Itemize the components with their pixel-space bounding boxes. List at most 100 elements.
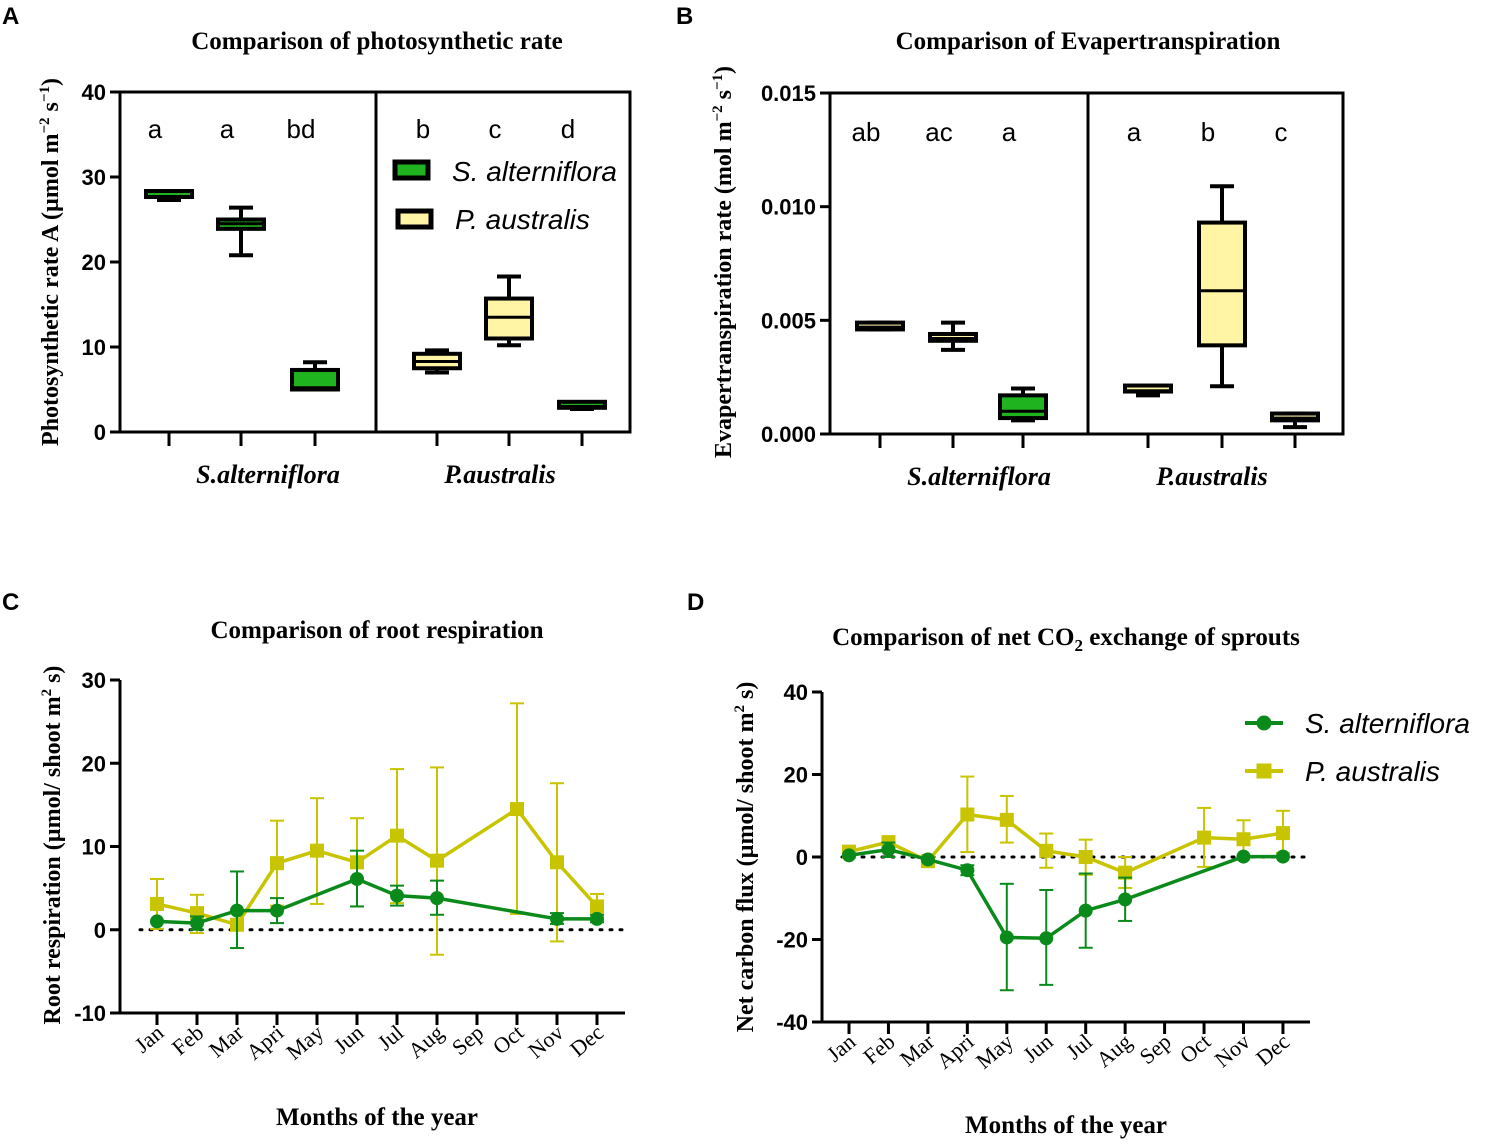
x-tick-label-d: Dec xyxy=(1251,1029,1294,1071)
panel-label-c: C xyxy=(2,589,19,616)
legend-label-s-alterniflora-d: S. alterniflora xyxy=(1305,708,1470,739)
panel-label-a: A xyxy=(2,3,19,30)
y-tick-label-b: 0.015 xyxy=(761,81,816,106)
data-point xyxy=(430,853,444,868)
y-tick-label-d: -20 xyxy=(776,928,808,953)
panel-label-d: D xyxy=(687,589,704,616)
data-point xyxy=(920,852,935,867)
title-a: Comparison of photosynthetic rate xyxy=(191,28,563,55)
data-point xyxy=(842,848,856,863)
data-point xyxy=(390,828,404,843)
y-tick-label-c: -10 xyxy=(74,1001,106,1026)
y-tick-label-b: 0.000 xyxy=(761,422,816,447)
x-tick-label-d: Feb xyxy=(858,1029,899,1069)
panel-label-b: B xyxy=(676,3,693,30)
significance-letter-a: c xyxy=(489,114,502,144)
x-tick-label-c: Mar xyxy=(204,1019,249,1062)
data-point xyxy=(1275,826,1290,841)
group-label-b-1: S.alterniflora xyxy=(907,462,1051,491)
box-a-1 xyxy=(144,189,194,202)
box-a-4 xyxy=(412,348,462,375)
x-tick-label-c: Jan xyxy=(130,1020,169,1058)
series-line xyxy=(848,812,1284,875)
data-point xyxy=(960,807,975,822)
data-point xyxy=(999,930,1014,945)
y-tick-label-d: 20 xyxy=(784,763,808,788)
data-point xyxy=(999,812,1014,827)
legend-label-p-australis-d: P. australis xyxy=(1305,756,1440,787)
box-b-5 xyxy=(1197,184,1247,389)
x-tick-label-d: Jun xyxy=(1018,1029,1057,1068)
legend-marker-s-alterniflora xyxy=(1256,715,1272,731)
y-tick-label-d: 40 xyxy=(784,680,808,705)
data-point xyxy=(1078,850,1093,864)
y-tick-label-b: 0.010 xyxy=(761,195,816,220)
data-point xyxy=(270,856,284,871)
series-line xyxy=(156,806,599,927)
y-tick-label-c: 0 xyxy=(94,918,106,943)
y-tick-label-c: 30 xyxy=(82,668,106,693)
x-tick-label-d: Aug xyxy=(1091,1029,1136,1073)
data-point xyxy=(190,916,204,931)
data-point xyxy=(310,843,324,858)
data-point xyxy=(1118,865,1133,880)
title-c: Comparison of root respiration xyxy=(210,617,543,644)
data-point xyxy=(960,863,975,878)
x-tick-label-d: Sep xyxy=(1134,1029,1175,1069)
x-tick-label-d: Mar xyxy=(895,1028,940,1071)
box-a-5 xyxy=(484,274,534,348)
y-tick-label-c: 20 xyxy=(82,751,106,776)
significance-letter-a: a xyxy=(220,114,235,144)
y-tick-label-c: 10 xyxy=(82,835,106,860)
data-point xyxy=(1236,832,1251,847)
data-point xyxy=(881,842,896,857)
box-a-2 xyxy=(216,205,266,258)
legend-label-p-australis: P. australis xyxy=(455,204,590,235)
data-point xyxy=(550,911,564,926)
significance-letter-b: b xyxy=(1201,117,1215,147)
data-point xyxy=(1039,931,1054,946)
y-tick-label-a: 0 xyxy=(94,420,106,445)
box-b-6 xyxy=(1270,411,1320,430)
x-tick-label-d: Jul xyxy=(1061,1029,1097,1065)
y-tick-label-a: 20 xyxy=(82,250,106,275)
y-tick-label-b: 0.005 xyxy=(761,308,816,333)
data-point xyxy=(1236,849,1251,864)
significance-letter-b: a xyxy=(1002,117,1017,147)
box-body xyxy=(998,393,1048,421)
group-label-b-2: P.australis xyxy=(1155,462,1268,491)
x-tick-label-d: May xyxy=(971,1029,1018,1074)
x-tick-label-c: Dec xyxy=(565,1020,608,1062)
data-point xyxy=(230,903,244,918)
y-tick-label-d: 0 xyxy=(796,845,808,870)
x-tick-label-c: Nov xyxy=(523,1020,568,1064)
significance-letter-a: b xyxy=(416,114,430,144)
x-tick-label-c: May xyxy=(281,1020,328,1065)
significance-letter-b: ac xyxy=(925,117,952,147)
group-label-a-2: P.australis xyxy=(443,460,556,489)
x-tick-label-c: Apri xyxy=(241,1020,288,1065)
box-b-3 xyxy=(998,386,1048,423)
legend-swatch-p-australis xyxy=(395,208,434,230)
data-point xyxy=(1118,892,1133,907)
ylabel-d: Net carbon flux (µmol/ shoot m2 s) xyxy=(732,682,759,1033)
xlabel-d: Months of the year xyxy=(965,1112,1167,1139)
data-point xyxy=(550,855,564,870)
significance-letter-b: c xyxy=(1275,117,1288,147)
x-tick-label-d: Jan xyxy=(822,1029,861,1067)
legend-d: S. alterniflora P. australis xyxy=(1245,708,1470,787)
box-a-6 xyxy=(557,399,607,412)
legend-marker-p-australis xyxy=(1256,763,1272,779)
y-tick-label-a: 40 xyxy=(82,80,106,105)
series-p-australis-d xyxy=(842,775,1290,889)
legend-label-s-alterniflora: S. alterniflora xyxy=(452,156,617,187)
title-d: Comparison of net CO2 exchange of sprout… xyxy=(832,624,1300,655)
significance-letter-a: bd xyxy=(287,114,316,144)
title-b: Comparison of Evapertranspiration xyxy=(896,28,1281,55)
data-point xyxy=(430,891,444,906)
x-tick-label-d: Nov xyxy=(1210,1029,1255,1073)
significance-letter-a: a xyxy=(148,114,163,144)
box-b-2 xyxy=(928,320,978,352)
